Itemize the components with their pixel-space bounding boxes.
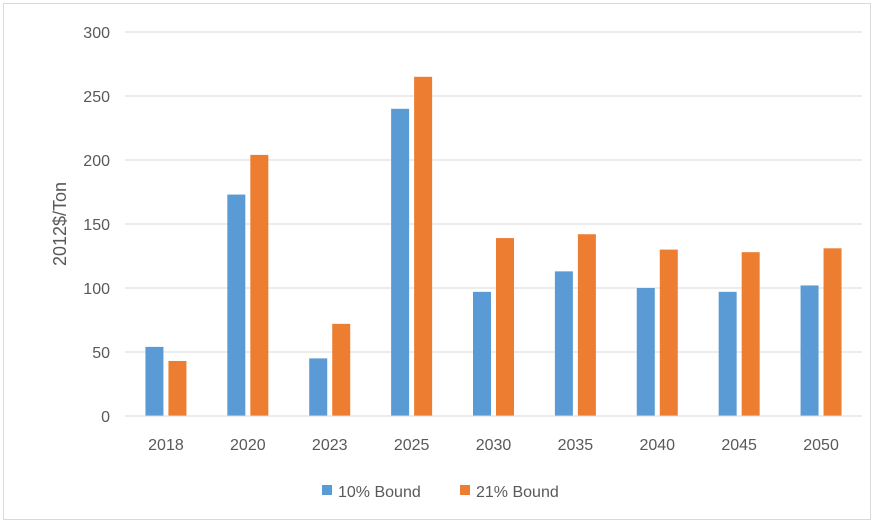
bar-series-1-2020 <box>227 194 246 416</box>
legend-label: 21% Bound <box>476 484 559 501</box>
legend-label: 10% Bound <box>338 484 421 501</box>
x-tick-label: 2020 <box>230 437 266 454</box>
bar-series-1-2025 <box>391 108 410 417</box>
x-tick-label: 2035 <box>558 437 594 454</box>
bar-series-1-2045 <box>718 291 737 416</box>
x-tick-label: 2045 <box>721 437 757 454</box>
bar-series-2-2035 <box>577 234 596 416</box>
x-tick-label: 2023 <box>312 437 348 454</box>
y-tick-label: 50 <box>92 345 110 362</box>
bar-series-1-2050 <box>800 285 819 416</box>
bar-series-2-2040 <box>659 249 678 416</box>
x-tick-label: 2040 <box>639 437 675 454</box>
y-tick-label: 250 <box>83 89 110 106</box>
legend-swatch <box>322 485 332 495</box>
x-tick-label: 2018 <box>148 437 184 454</box>
x-tick-label: 2050 <box>803 437 839 454</box>
x-axis-ticks: 2018 2020 2023 2025 2030 2035 2040 2045 2050 <box>148 437 839 454</box>
bar-series-2-2045 <box>741 252 760 416</box>
gridlines <box>125 31 862 353</box>
y-tick-label: 0 <box>101 409 110 426</box>
y-tick-label: 200 <box>83 153 110 170</box>
bar-series-1-2018 <box>145 346 164 416</box>
x-tick-label: 2030 <box>476 437 512 454</box>
bar-series-1-2023 <box>309 358 328 416</box>
legend: 10% Bound 21% Bound <box>322 484 559 501</box>
bars <box>145 76 842 417</box>
y-tick-label: 150 <box>83 217 110 234</box>
bar-series-2-2030 <box>496 238 514 416</box>
bar-series-2-2050 <box>823 248 842 416</box>
bar-series-1-2035 <box>554 271 573 416</box>
y-axis-label: 2012$/Ton <box>50 182 70 266</box>
y-tick-label: 300 <box>83 25 110 42</box>
y-axis-ticks: 0 50 100 150 200 250 300 <box>83 25 110 426</box>
bar-series-2-2018 <box>168 360 187 416</box>
x-tick-label: 2025 <box>394 437 430 454</box>
bar-series-2-2023 <box>332 323 351 416</box>
bar-series-2-2020 <box>250 154 269 416</box>
chart-frame <box>3 3 871 520</box>
bar-series-2-2025 <box>414 76 433 417</box>
y-tick-label: 100 <box>83 281 110 298</box>
bar-series-1-2030 <box>473 291 491 416</box>
bar-series-1-2040 <box>636 288 655 416</box>
legend-swatch <box>460 485 470 495</box>
